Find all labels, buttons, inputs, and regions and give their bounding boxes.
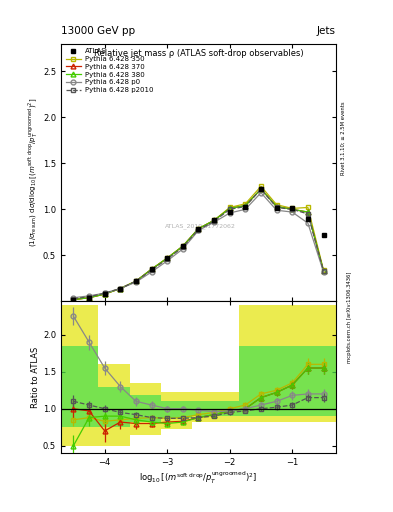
Y-axis label: Ratio to ATLAS: Ratio to ATLAS xyxy=(31,347,40,408)
Text: 13000 GeV pp: 13000 GeV pp xyxy=(61,26,135,36)
Text: Jets: Jets xyxy=(317,26,336,36)
Y-axis label: $(1/\sigma_{\rm resum})\ {\rm d}\sigma/{\rm d}\log_{10}[(m^{\rm soft\ drop}/p_T^: $(1/\sigma_{\rm resum})\ {\rm d}\sigma/{… xyxy=(27,98,40,247)
Text: Relative jet mass ρ (ATLAS soft-drop observables): Relative jet mass ρ (ATLAS soft-drop obs… xyxy=(94,49,303,58)
Legend: ATLAS, Pythia 6.428 350, Pythia 6.428 370, Pythia 6.428 380, Pythia 6.428 p0, Py: ATLAS, Pythia 6.428 350, Pythia 6.428 37… xyxy=(64,47,154,94)
X-axis label: $\log_{10}[(m^{\rm soft\ drop}/p_T^{\rm ungroomed})^2]$: $\log_{10}[(m^{\rm soft\ drop}/p_T^{\rm … xyxy=(140,470,257,486)
Text: mcplots.cern.ch [arXiv:1306.3436]: mcplots.cern.ch [arXiv:1306.3436] xyxy=(347,272,352,363)
Text: Rivet 3.1.10; ≥ 2.5M events: Rivet 3.1.10; ≥ 2.5M events xyxy=(341,101,346,175)
Text: ATLAS_2019_I1772062: ATLAS_2019_I1772062 xyxy=(165,224,236,229)
